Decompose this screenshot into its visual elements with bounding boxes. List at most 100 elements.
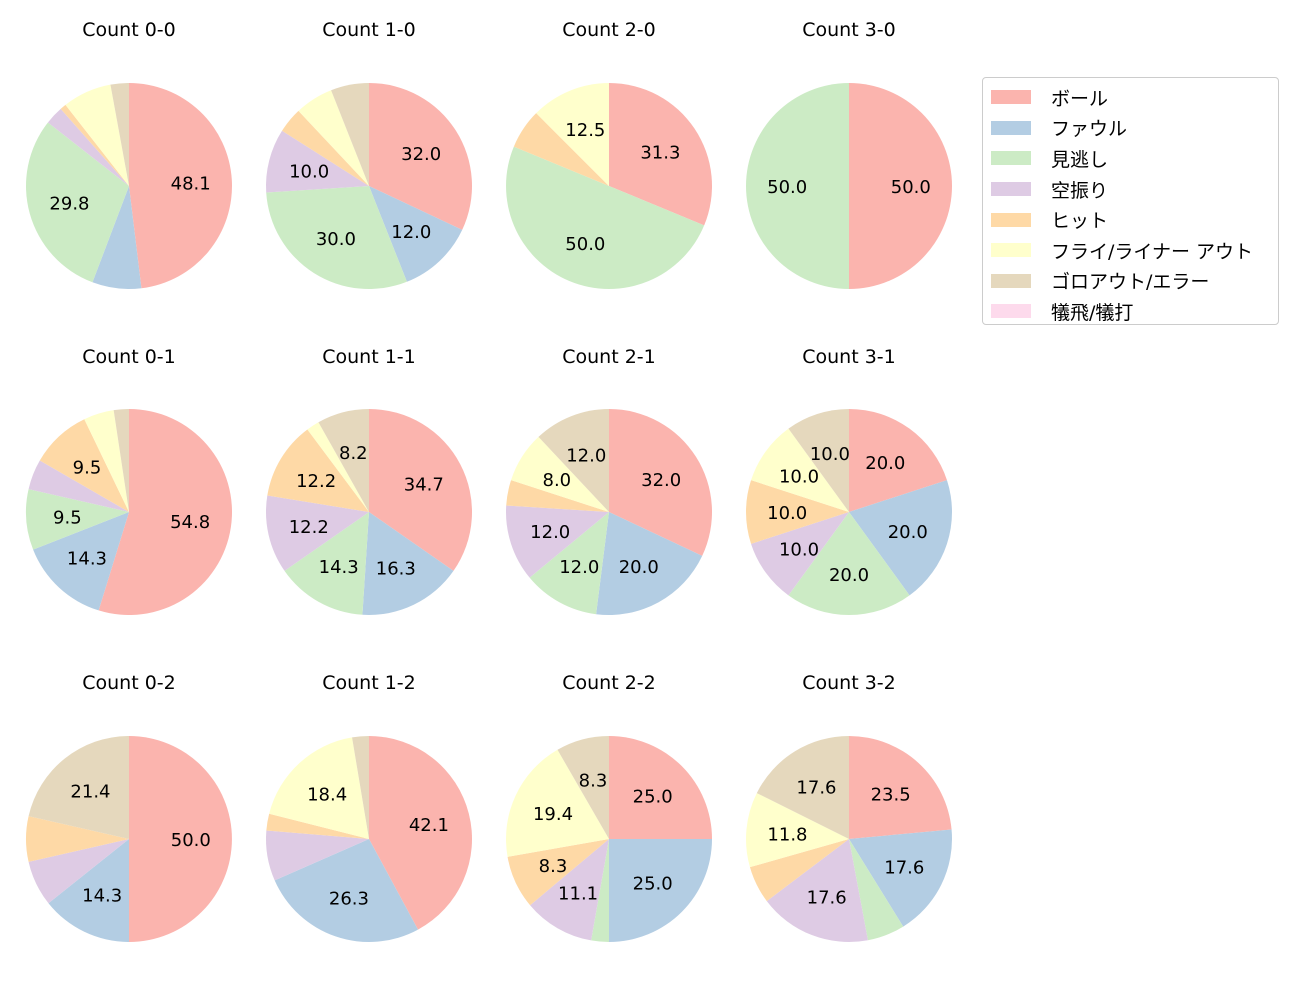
pie-slice-6 — [110, 83, 129, 186]
pie-slice-6 — [113, 409, 129, 512]
slice-label: 12.2 — [296, 471, 336, 492]
pie-slice-2 — [591, 839, 609, 942]
slice-label: 32.0 — [641, 470, 681, 491]
pie-slice-1 — [274, 839, 419, 942]
slice-label: 12.0 — [566, 446, 606, 467]
slice-label: 50.0 — [891, 177, 931, 198]
slice-label: 50.0 — [171, 830, 211, 851]
pie-slice-0 — [369, 736, 473, 930]
pie-title: Count 1-0 — [322, 19, 416, 41]
slice-label: 11.1 — [558, 884, 598, 905]
pie-slice-1 — [849, 829, 952, 927]
pie-slice-5 — [746, 793, 849, 868]
pie-chart: Count 0-0 48.1 29.8 — [25, 19, 232, 289]
pie-slice-3 — [28, 460, 129, 512]
pie-slice-0 — [849, 409, 947, 512]
pie-slice-1 — [849, 480, 952, 596]
pie-slice-3 — [28, 839, 129, 904]
slice-label: 19.4 — [533, 804, 573, 825]
pie-slice-1 — [362, 512, 454, 615]
slice-label: 31.3 — [640, 143, 680, 164]
legend-swatch — [991, 182, 1031, 197]
slice-label: 17.6 — [796, 777, 836, 798]
legend-item: 見逃し — [983, 143, 1278, 174]
slice-label: 10.0 — [779, 539, 819, 560]
slice-label: 12.0 — [530, 522, 570, 543]
pie-slice-0 — [369, 409, 473, 571]
legend-item: ファウル — [983, 113, 1278, 144]
pie-slice-0 — [849, 83, 952, 289]
pie-slice-5 — [269, 737, 369, 839]
pie-slice-3 — [506, 505, 609, 578]
pie-title: Count 1-1 — [322, 346, 416, 368]
pie-title: Count 0-2 — [82, 672, 176, 694]
slice-label: 26.3 — [329, 888, 369, 909]
pie-slice-5 — [307, 422, 369, 512]
slice-label: 12.2 — [289, 517, 329, 538]
slice-label: 8.2 — [339, 443, 368, 464]
slice-label: 14.3 — [319, 557, 359, 578]
slice-label: 25.0 — [633, 874, 673, 895]
pie-slice-1 — [92, 186, 142, 289]
legend-label: ゴロアウト/エラー — [1051, 271, 1210, 294]
pie-slice-3 — [266, 495, 369, 571]
legend-swatch — [991, 212, 1031, 227]
pie-slice-5 — [506, 749, 609, 857]
legend-swatch — [991, 120, 1031, 135]
pie-title: Count 3-1 — [802, 346, 896, 368]
legend: ボール ファウル 見逃し 空振り ヒット フライ/ライナー アウト ゴロアウト/エラー 犠飛/… — [982, 77, 1279, 325]
pie-slice-2 — [788, 512, 910, 615]
slice-label: 25.0 — [633, 786, 673, 807]
pie-slice-3 — [766, 839, 868, 942]
slice-label: 29.8 — [49, 194, 89, 215]
pie-slice-4 — [507, 839, 609, 906]
pie-chart: Count 1-134.716.314.312.212.28.2 — [266, 346, 473, 615]
pie-chart: Count 0-2 50.0 14.3 21.4 — [25, 672, 232, 942]
pie-slice-1 — [369, 186, 463, 282]
slice-label: 9.5 — [53, 508, 82, 529]
legend-label: フライ/ライナー アウト — [1051, 240, 1254, 263]
pie-slice-6 — [756, 736, 849, 839]
slice-label: 42.1 — [409, 815, 449, 836]
pie-slice-0 — [369, 83, 473, 230]
slice-label: 20.0 — [619, 557, 659, 578]
legend-item: 空振り — [983, 174, 1278, 205]
pie-slice-5 — [751, 428, 849, 512]
slice-label: 8.3 — [579, 770, 608, 791]
pie-slice-3 — [47, 108, 129, 186]
pie-slice-5 — [511, 436, 609, 512]
legend-swatch — [991, 151, 1031, 166]
pie-slice-1 — [596, 512, 703, 615]
pie-slice-1 — [48, 839, 129, 942]
pie-slice-2 — [284, 512, 369, 615]
legend-label: 空振り — [1051, 179, 1109, 202]
pie-slice-5 — [536, 83, 609, 186]
legend-swatch — [991, 90, 1031, 105]
slice-label: 18.4 — [307, 785, 347, 806]
pie-slice-0 — [129, 83, 232, 289]
pie-slice-6 — [352, 736, 369, 839]
slice-label: 11.8 — [767, 824, 807, 845]
pie-slice-2 — [266, 186, 407, 289]
slice-label: 9.5 — [73, 458, 102, 479]
pie-slice-5 — [84, 410, 129, 512]
slice-label: 17.6 — [884, 858, 924, 879]
pie-chart: Count 2-0 31.3 50.0 12.5 — [506, 19, 712, 289]
slice-label: 12.0 — [559, 557, 599, 578]
slice-label: 14.3 — [67, 548, 107, 569]
slice-label: 50.0 — [565, 234, 605, 255]
slice-label: 48.1 — [171, 173, 211, 194]
slice-label: 30.0 — [316, 229, 356, 250]
slice-label: 14.3 — [82, 886, 122, 907]
pie-slice-0 — [98, 409, 232, 615]
legend-label: ヒット — [1051, 210, 1109, 233]
slice-label: 10.0 — [779, 467, 819, 488]
pie-slice-2 — [25, 122, 130, 283]
slice-label: 10.0 — [767, 503, 807, 524]
pie-slice-0 — [609, 409, 712, 556]
slice-label: 20.0 — [888, 522, 928, 543]
legend-swatch — [991, 304, 1031, 319]
pie-slice-6 — [28, 736, 129, 839]
pie-slice-4 — [749, 839, 849, 902]
